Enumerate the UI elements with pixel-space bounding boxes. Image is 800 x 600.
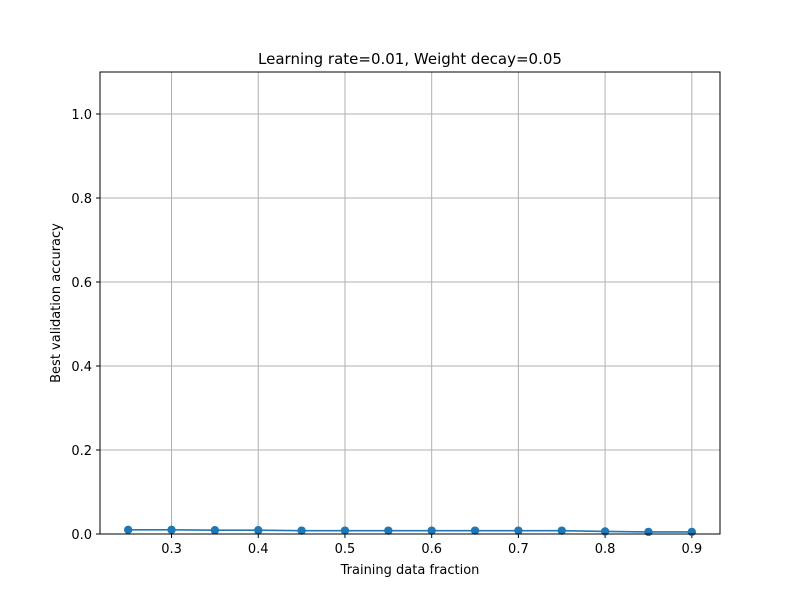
x-tick-label: 0.6 (421, 542, 442, 557)
data-point (297, 526, 306, 535)
data-point (254, 526, 263, 535)
data-point (557, 526, 566, 535)
data-point (687, 527, 697, 537)
chart-title: Learning rate=0.01, Weight decay=0.05 (258, 50, 562, 68)
y-tick-label: 0.0 (71, 528, 92, 543)
y-tick-label: 0.4 (71, 360, 92, 375)
x-tick-label: 0.4 (248, 542, 269, 557)
x-tick-label: 0.5 (335, 542, 356, 557)
data-point (644, 527, 653, 537)
axis-ticks: 0.3 0.4 0.5 0.6 0.7 0.8 0.9 0.0 0.2 0.4 0.6 0.8 1.0 (71, 108, 702, 557)
y-tick-label: 1.0 (71, 108, 92, 123)
x-tick-label: 0.9 (681, 542, 702, 557)
data-point (514, 526, 523, 535)
data-point (470, 526, 480, 535)
y-tick-label: 0.6 (71, 276, 92, 291)
data-point (384, 526, 393, 535)
data-point (427, 526, 436, 535)
plot-frame (99, 71, 721, 535)
grid-lines (100, 72, 720, 535)
data-point (340, 526, 350, 535)
x-tick-label: 0.8 (595, 542, 616, 557)
data-point (210, 526, 220, 535)
x-axis-label: Training data fraction (340, 563, 480, 578)
data-point (167, 525, 176, 534)
data-point (123, 525, 133, 534)
y-tick-label: 0.2 (71, 444, 92, 459)
y-tick-label: 0.8 (71, 192, 92, 207)
x-tick-label: 0.7 (508, 542, 529, 557)
x-tick-label: 0.3 (161, 542, 182, 557)
series-line (128, 528, 692, 533)
y-axis-label: Best validation accuracy (49, 223, 64, 383)
